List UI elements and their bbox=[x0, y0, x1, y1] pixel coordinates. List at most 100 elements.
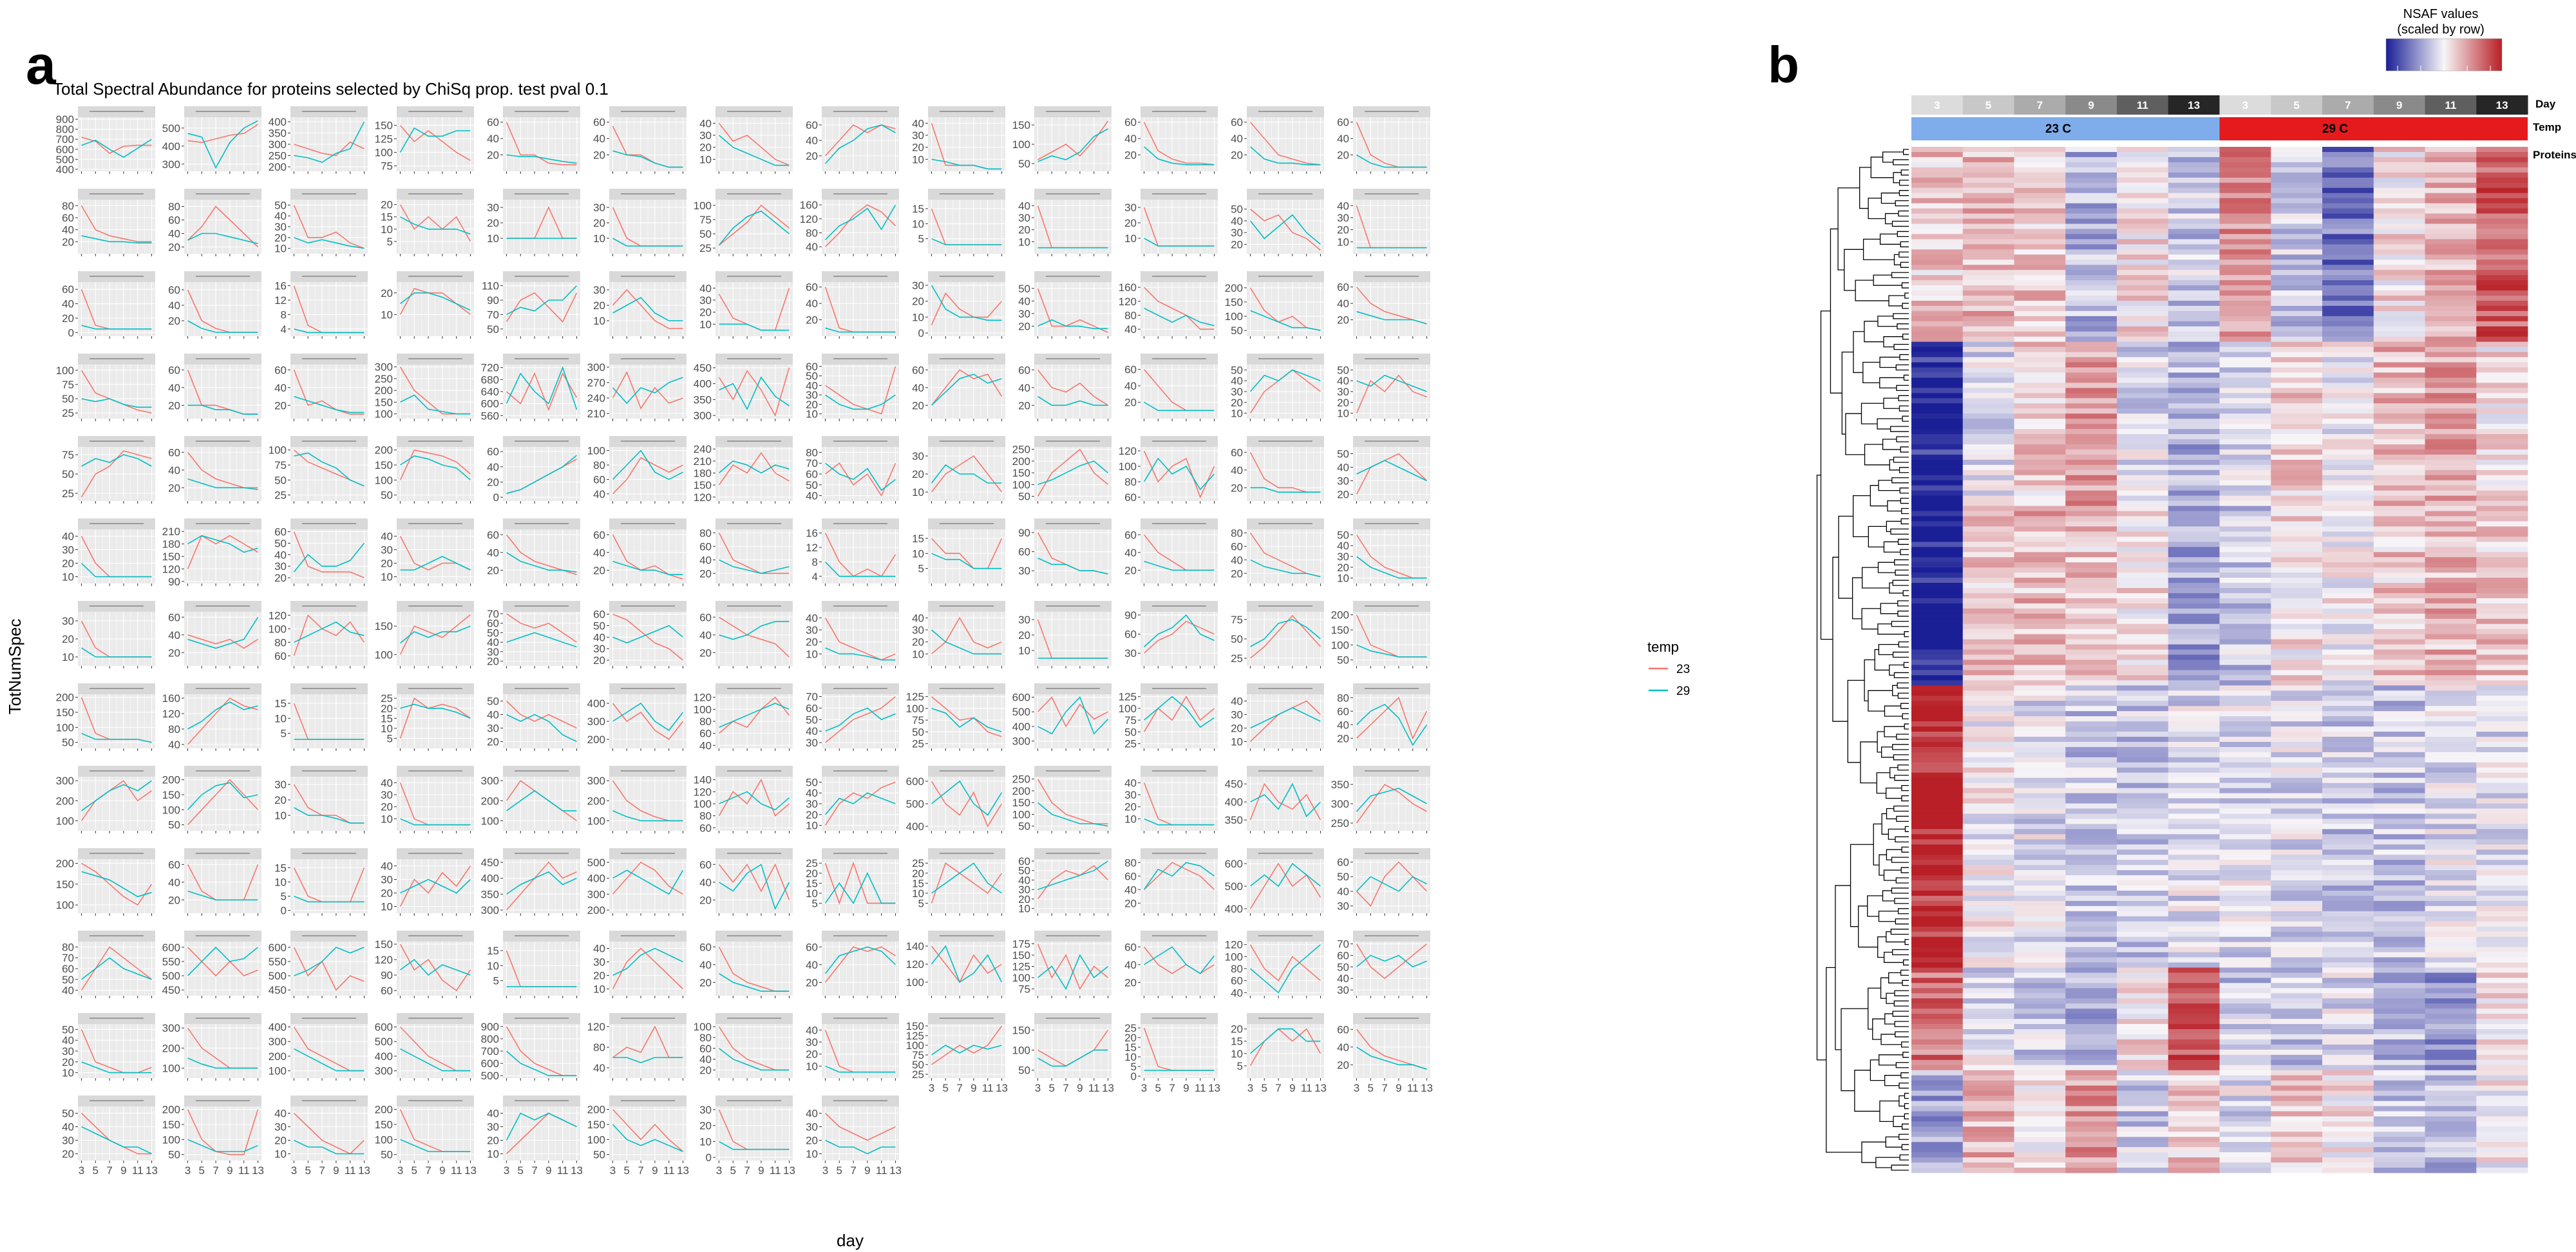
y-tick-label: 20 bbox=[699, 142, 712, 154]
series-line-23 bbox=[931, 945, 1002, 983]
y-tick-label: 50 bbox=[381, 489, 393, 502]
y-tick-label: 400 bbox=[587, 873, 605, 885]
y-tick-label: 15 bbox=[274, 862, 287, 874]
series-line-29 bbox=[1356, 788, 1427, 812]
facet-strip-label bbox=[621, 605, 675, 607]
facet-strip-label bbox=[833, 853, 887, 854]
series-line-29 bbox=[400, 216, 471, 235]
facet-strip-label bbox=[1152, 523, 1206, 524]
series-line-29 bbox=[1249, 862, 1321, 887]
y-tick-label: 100 bbox=[694, 703, 712, 716]
series-line-23 bbox=[187, 947, 258, 977]
series-line-23 bbox=[825, 366, 896, 415]
facet-panel: 100 120 140 bbox=[906, 931, 1005, 998]
series-line-29 bbox=[1144, 560, 1215, 571]
y-tick-label: 125 bbox=[906, 691, 924, 703]
facet-strip-label bbox=[1258, 441, 1312, 442]
y-tick-label: 200 bbox=[56, 857, 74, 869]
series-line-29 bbox=[825, 327, 896, 333]
facet-panel: 20 40 60 bbox=[168, 601, 261, 669]
y-tick-label: 80 bbox=[168, 201, 180, 213]
y-tick-label: 30 bbox=[1231, 227, 1243, 239]
facet-strip-label bbox=[408, 523, 462, 524]
facet-panel: 20 40 60 bbox=[1337, 106, 1430, 174]
y-tick-label: 10 bbox=[62, 651, 74, 663]
y-tick-label: 150 bbox=[1331, 624, 1349, 636]
y-tick-label: 500 bbox=[1012, 706, 1030, 718]
y-tick-label: 800 bbox=[56, 124, 74, 136]
y-tick-label: 60 bbox=[168, 611, 180, 623]
y-tick-label: 20 bbox=[699, 894, 712, 906]
y-tick-label: 40 bbox=[1337, 886, 1349, 898]
facet-strip-label bbox=[196, 853, 250, 854]
facet-strip-label bbox=[90, 523, 144, 524]
y-tick-label: 50 bbox=[1018, 491, 1030, 503]
facet-panel: 50 100 150 bbox=[1012, 106, 1112, 174]
facet-panel: 50 100 150 200 bbox=[375, 436, 474, 504]
series-line-29 bbox=[294, 621, 365, 643]
facet-strip-label bbox=[196, 358, 250, 359]
y-tick-label: 30 bbox=[1018, 614, 1030, 626]
y-tick-label: 40 bbox=[1018, 382, 1030, 394]
facet-strip-label bbox=[408, 935, 462, 936]
y-tick-label: 100 bbox=[1012, 479, 1030, 491]
series-line-23 bbox=[1037, 448, 1109, 497]
y-tick-label: 500 bbox=[56, 153, 74, 166]
y-tick-label: 75 bbox=[381, 160, 393, 173]
series-line-29 bbox=[1250, 782, 1321, 818]
y-tick-label: 150 bbox=[375, 938, 393, 951]
series-line-29 bbox=[718, 210, 790, 246]
series-line-29 bbox=[931, 862, 1002, 894]
facet-panel: 50 100 150 200 bbox=[1331, 601, 1430, 669]
series-line-23 bbox=[187, 634, 258, 649]
y-tick-label: 20 bbox=[1124, 801, 1137, 813]
y-tick-label: 40 bbox=[912, 117, 924, 129]
series-line-29 bbox=[506, 790, 577, 811]
y-tick-label: 300 bbox=[587, 361, 605, 374]
facet-strip-label bbox=[1046, 193, 1100, 194]
facet-strip-label bbox=[90, 1018, 144, 1019]
y-tick-label: 150 bbox=[1012, 949, 1030, 962]
y-tick-label: 300 bbox=[1012, 735, 1030, 748]
y-tick-label: 30 bbox=[1337, 212, 1349, 224]
series-line-29 bbox=[1037, 319, 1108, 330]
y-tick-label: 5 bbox=[281, 728, 287, 740]
y-tick-label: 100 bbox=[694, 200, 712, 212]
facet-strip-label bbox=[408, 770, 462, 772]
facet-strip-label bbox=[1152, 111, 1206, 112]
facet-panel: 25 50 75 bbox=[1231, 601, 1324, 669]
facet-strip-label bbox=[940, 853, 994, 854]
y-tick-label: 400 bbox=[587, 697, 605, 710]
facet-strip-label bbox=[302, 770, 356, 772]
y-tick-label: 40 bbox=[699, 282, 712, 294]
series-line-29 bbox=[931, 945, 1003, 983]
facet-strip-label bbox=[515, 358, 569, 359]
series-line-23 bbox=[80, 1029, 152, 1074]
y-tick-label: 10 bbox=[1231, 736, 1243, 748]
y-tick-label: 50 bbox=[487, 627, 499, 639]
y-tick-label: 20 bbox=[1124, 217, 1137, 229]
y-tick-label: 5 bbox=[281, 890, 287, 902]
series-line-29 bbox=[400, 703, 471, 719]
series-line-29 bbox=[294, 807, 365, 824]
y-tick-label: 20 bbox=[274, 794, 287, 806]
facet-strip-label bbox=[727, 523, 781, 524]
y-tick-label: 10 bbox=[381, 813, 393, 825]
y-tick-label: 180 bbox=[162, 538, 180, 551]
series-line-29 bbox=[612, 450, 683, 480]
y-tick-label: 20 bbox=[381, 199, 393, 211]
series-line-29 bbox=[294, 328, 365, 334]
facet-panel: 300 400 500 bbox=[162, 106, 261, 174]
y-tick-label: 40 bbox=[699, 554, 712, 566]
y-tick-label: 140 bbox=[694, 774, 712, 786]
facet-strip-label bbox=[940, 193, 994, 194]
series-line-29 bbox=[187, 616, 259, 649]
y-tick-label: 400 bbox=[694, 378, 712, 390]
y-tick-label: 60 bbox=[62, 963, 74, 975]
y-tick-label: 350 bbox=[481, 888, 499, 900]
